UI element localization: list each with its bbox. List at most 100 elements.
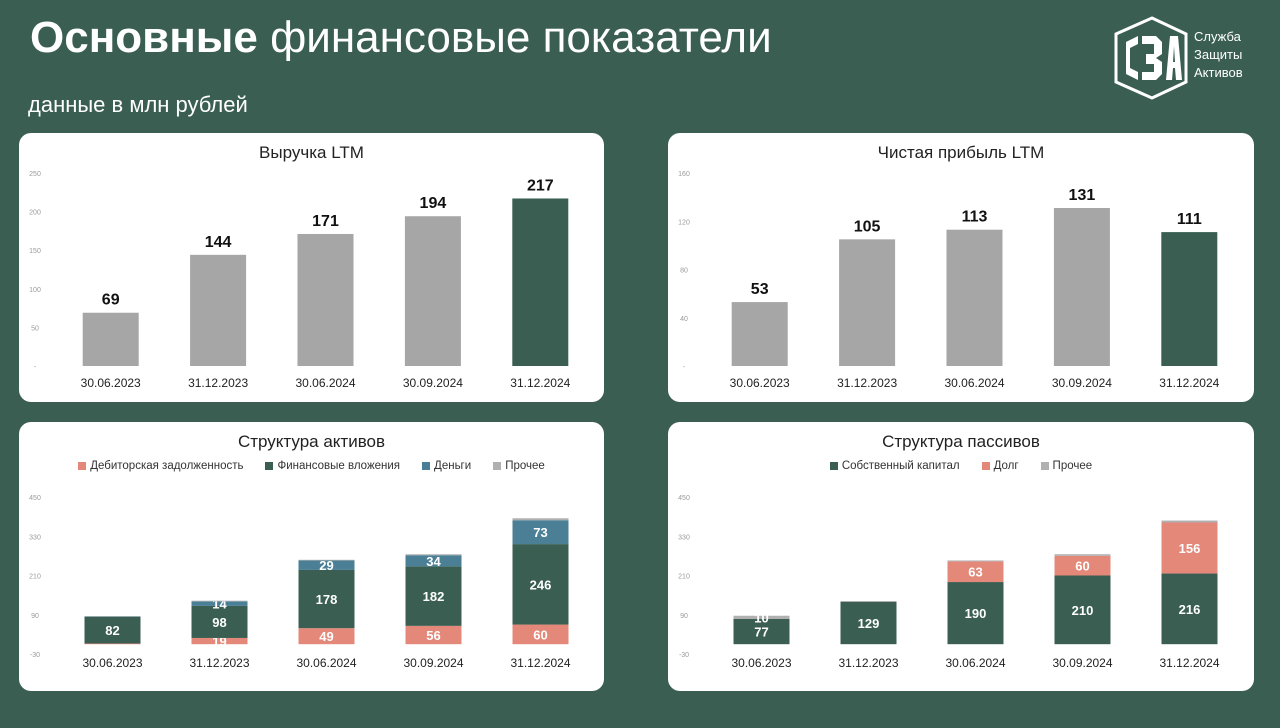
- bar-segment: [405, 625, 462, 645]
- y-tick-label: 90: [31, 613, 39, 620]
- y-tick-label: 450: [29, 495, 41, 502]
- x-tick-label: 30.06.2024: [295, 376, 355, 390]
- y-tick-label: -: [34, 364, 37, 371]
- x-tick-label: 31.12.2024: [510, 656, 570, 670]
- chart-legend: Собственный капитал Долг Прочее: [668, 460, 1254, 472]
- x-tick-label: 31.12.2023: [189, 656, 249, 670]
- x-tick-label: 31.12.2023: [188, 376, 248, 390]
- x-tick-label: 30.09.2024: [1052, 656, 1112, 670]
- x-tick-label: 30.06.2024: [945, 656, 1005, 670]
- bar-segment: [298, 559, 355, 561]
- logo-line: Активов: [1194, 65, 1243, 80]
- revenue-chart-panel: Выручка LTM - 50 100 150 200 250 69 30.06.2023 1…: [19, 133, 604, 402]
- bar: [1161, 232, 1218, 366]
- bar-segment: [1054, 554, 1111, 556]
- chart-title: Чистая прибыль LTM: [877, 143, 1045, 162]
- logo-text: Служба Защиты Активов: [1194, 28, 1243, 82]
- bar-segment: [733, 615, 790, 620]
- legend-label: Дебиторская задолженность: [90, 460, 244, 472]
- bar-segment: [1161, 520, 1218, 523]
- y-tick-label: 90: [680, 613, 688, 620]
- legend-swatch: [829, 462, 838, 470]
- bar: [297, 233, 354, 366]
- logo-line: Защиты: [1194, 47, 1243, 62]
- y-tick-label: 80: [680, 268, 688, 275]
- data-label: 60: [533, 627, 547, 642]
- data-label: 77: [754, 625, 768, 640]
- bar-segment: [840, 601, 897, 602]
- bar-segment: [512, 624, 569, 645]
- data-label: 144: [205, 234, 232, 251]
- y-tick-label: 210: [29, 574, 41, 581]
- y-tick-label: 120: [678, 219, 690, 226]
- bar: [839, 239, 896, 366]
- legend-item: Прочее: [493, 460, 545, 472]
- bar-segment: [1054, 575, 1111, 645]
- bar-segment: [405, 554, 462, 556]
- x-tick-label: 30.06.2023: [81, 376, 141, 390]
- bar-segment: [512, 518, 569, 521]
- data-label: 131: [1069, 187, 1096, 204]
- data-label: 10: [754, 610, 768, 625]
- y-tick-label: 250: [29, 171, 41, 178]
- net-profit-chart-panel: Чистая прибыль LTM - 40 80 120 160 53 30.06.20…: [668, 133, 1254, 402]
- x-tick-label: 30.06.2023: [730, 376, 790, 390]
- chart-title: Структура пассивов: [882, 432, 1040, 451]
- x-tick-label: 30.06.2024: [296, 656, 356, 670]
- y-tick-label: 100: [29, 287, 41, 294]
- y-tick-label: -30: [679, 652, 689, 659]
- logo-line: Служба: [1194, 29, 1241, 44]
- bar: [731, 302, 788, 366]
- page-title-rest: финансовые показатели: [270, 13, 772, 62]
- data-label: 56: [426, 628, 440, 643]
- net-profit-chart: - 40 80 120 160 53 30.06.2023 105 31.12.2023 113 3…: [678, 171, 1219, 390]
- bar-segment: [191, 601, 248, 606]
- data-label: 34: [426, 554, 441, 569]
- y-tick-label: 330: [29, 534, 41, 541]
- x-tick-label: 31.12.2024: [510, 376, 570, 390]
- data-label: 113: [962, 209, 988, 226]
- y-tick-label: 50: [31, 325, 39, 332]
- bar-segment: [298, 628, 355, 645]
- data-label: 105: [854, 218, 881, 235]
- x-tick-label: 31.12.2023: [838, 656, 898, 670]
- chart-title: Структура активов: [237, 432, 386, 451]
- data-label: 82: [105, 623, 119, 638]
- legend-label: Собственный капитал: [841, 460, 960, 472]
- assets-structure-chart: -30902103304508230.06.202319981431.12.20…: [29, 495, 571, 670]
- data-label: 129: [858, 616, 880, 631]
- bar-segment: [512, 544, 569, 625]
- x-tick-label: 31.12.2023: [837, 376, 897, 390]
- bar: [1053, 207, 1110, 366]
- assets-structure-chart-panel: Структура активов Дебиторская задолженно…: [19, 422, 604, 691]
- bar-segment: [298, 560, 355, 570]
- data-label: 190: [965, 606, 987, 621]
- legend-label: Долг: [993, 460, 1019, 472]
- data-label: 217: [527, 177, 554, 194]
- liabilities-structure-chart-panel: Структура пассивов Собственный капитал До…: [668, 422, 1254, 691]
- bar: [946, 229, 1003, 366]
- data-label: 182: [423, 589, 445, 604]
- bar-segment: [733, 619, 790, 645]
- bar: [404, 216, 461, 366]
- legend-item: Дебиторская задолженность: [78, 460, 243, 472]
- legend-swatch: [265, 462, 274, 470]
- legend-item: Деньги: [422, 460, 471, 472]
- legend-label: Прочее: [505, 460, 545, 472]
- bar-segment: [1054, 555, 1111, 576]
- bar: [82, 312, 139, 366]
- bar-segment: [1161, 522, 1218, 574]
- data-label: 216: [1179, 602, 1201, 617]
- legend-swatch: [422, 462, 431, 470]
- data-label: 111: [1177, 211, 1202, 228]
- data-label: 73: [533, 525, 547, 540]
- bar-segment: [84, 616, 141, 644]
- y-tick-label: 210: [678, 574, 690, 581]
- data-label: 178: [316, 592, 338, 607]
- y-tick-label: -: [683, 364, 686, 371]
- x-tick-label: 30.09.2024: [403, 656, 463, 670]
- chart-legend: Дебиторская задолженность Финансовые влож…: [19, 460, 604, 472]
- legend-item: Собственный капитал: [829, 460, 960, 472]
- y-tick-label: 40: [680, 316, 688, 323]
- bar: [190, 254, 247, 366]
